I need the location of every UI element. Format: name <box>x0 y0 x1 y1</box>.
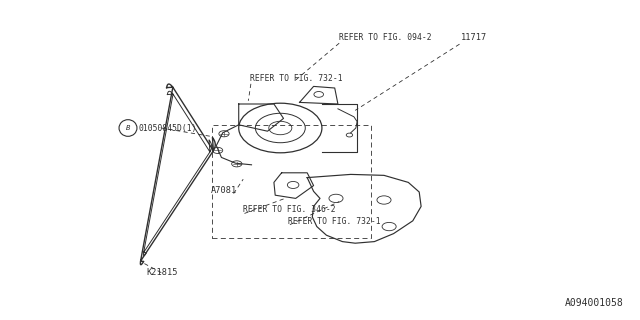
Text: REFER TO FIG. 732-1: REFER TO FIG. 732-1 <box>288 217 381 226</box>
Text: A7081: A7081 <box>211 186 237 195</box>
Text: 01050845D(1): 01050845D(1) <box>138 124 196 132</box>
Text: REFER TO FIG. 732-1: REFER TO FIG. 732-1 <box>250 74 342 83</box>
Text: B: B <box>126 125 130 131</box>
Text: 11717: 11717 <box>461 33 487 42</box>
Text: REFER TO FIG. 346-2: REFER TO FIG. 346-2 <box>243 205 336 214</box>
Text: A094001058: A094001058 <box>565 298 624 308</box>
Text: K21815: K21815 <box>146 268 177 277</box>
Bar <box>212 125 371 238</box>
Text: REFER TO FIG. 094-2: REFER TO FIG. 094-2 <box>339 33 432 42</box>
